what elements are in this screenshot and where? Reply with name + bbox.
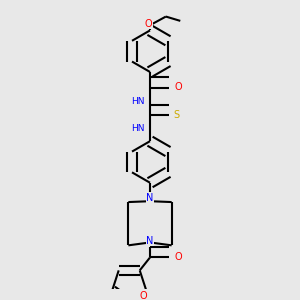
- Text: S: S: [174, 110, 180, 120]
- Text: HN: HN: [131, 124, 145, 133]
- Text: O: O: [174, 252, 182, 262]
- Text: N: N: [146, 193, 154, 203]
- Text: O: O: [174, 82, 182, 92]
- Text: N: N: [146, 236, 154, 246]
- Text: HN: HN: [131, 97, 145, 106]
- Text: O: O: [145, 19, 152, 29]
- Text: O: O: [140, 291, 147, 300]
